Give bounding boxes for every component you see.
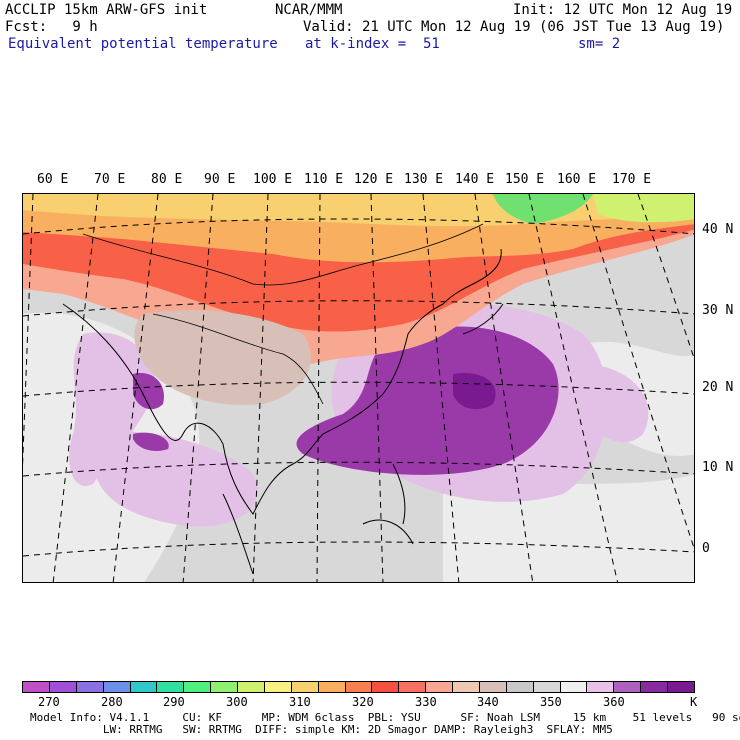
- colorbar-swatch: [318, 682, 346, 692]
- colorbar-swatch: [103, 682, 131, 692]
- lon-label: 80 E: [151, 172, 183, 187]
- colorbar-unit: K: [690, 695, 698, 709]
- colorbar-swatch: [372, 682, 400, 692]
- lon-label: 60 E: [37, 172, 69, 187]
- colorbar-swatch: [23, 682, 50, 692]
- colorbar-swatch: [291, 682, 319, 692]
- lon-label: 100 E: [253, 172, 293, 187]
- model-info-line2: LW: RRTMG SW: RRTMG DIFF: simple KM: 2D …: [30, 723, 613, 736]
- lon-label: 160 E: [557, 172, 597, 187]
- colorbar-label: 320: [352, 695, 374, 709]
- smoothing-label: sm= 2: [578, 36, 621, 52]
- colorbar-label: 310: [289, 695, 311, 709]
- colorbar-swatch: [506, 682, 534, 692]
- colorbar-swatch: [157, 682, 185, 692]
- model-title: ACCLIP 15km ARW-GFS init: [5, 2, 208, 18]
- lon-label: 120 E: [354, 172, 394, 187]
- colorbar-label: 350: [540, 695, 562, 709]
- lon-label: 130 E: [404, 172, 444, 187]
- colorbar-swatch: [238, 682, 265, 692]
- field-name: Equivalent potential temperature: [8, 36, 278, 52]
- colorbar-label: 290: [163, 695, 185, 709]
- lon-label: 110 E: [304, 172, 344, 187]
- colorbar-label: 280: [101, 695, 123, 709]
- colorbar-label: 330: [415, 695, 437, 709]
- colorbar-label: 300: [226, 695, 248, 709]
- map-canvas: [23, 194, 694, 582]
- colorbar-swatch: [426, 682, 453, 692]
- colorbar-label: 270: [38, 695, 60, 709]
- colorbar-label: 340: [477, 695, 499, 709]
- colorbar-swatch: [264, 682, 292, 692]
- colorbar-swatch: [399, 682, 427, 692]
- lon-label: 90 E: [204, 172, 236, 187]
- lon-label: 140 E: [455, 172, 495, 187]
- lat-label: 30 N: [702, 303, 734, 318]
- colorbar-swatch: [587, 682, 615, 692]
- colorbar-swatch: [614, 682, 642, 692]
- colorbar-swatch: [560, 682, 588, 692]
- colorbar-swatch: [453, 682, 480, 692]
- level-label: at k-index = 51: [305, 36, 440, 52]
- org-label: NCAR/MMM: [275, 2, 343, 18]
- colorbar-swatch: [76, 682, 104, 692]
- colorbar-swatch: [668, 682, 694, 692]
- colorbar-swatch: [130, 682, 158, 692]
- lon-label: 170 E: [612, 172, 652, 187]
- forecast-hour: Fcst: 9 h: [5, 19, 98, 35]
- lon-label: 70 E: [94, 172, 126, 187]
- lat-label: 10 N: [702, 460, 734, 475]
- colorbar-swatch: [49, 682, 77, 692]
- lat-label: 0: [702, 541, 710, 556]
- colorbar-swatch: [184, 682, 212, 692]
- valid-time: Valid: 21 UTC Mon 12 Aug 19 (06 JST Tue …: [303, 19, 725, 35]
- colorbar-label: 360: [603, 695, 625, 709]
- colorbar-swatch: [345, 682, 373, 692]
- colorbar-swatch: [211, 682, 238, 692]
- lat-label: 40 N: [702, 222, 734, 237]
- init-time: Init: 12 UTC Mon 12 Aug 19: [513, 2, 733, 18]
- model-info-line1: Model Info: V4.1.1 CU: KF MP: WDM 6class…: [30, 711, 740, 724]
- colorbar: [22, 681, 695, 693]
- colorbar-swatch: [641, 682, 668, 692]
- map-panel: [22, 193, 695, 583]
- lon-label: 150 E: [505, 172, 545, 187]
- lat-label: 20 N: [702, 380, 734, 395]
- colorbar-swatch: [533, 682, 561, 692]
- colorbar-swatch: [479, 682, 507, 692]
